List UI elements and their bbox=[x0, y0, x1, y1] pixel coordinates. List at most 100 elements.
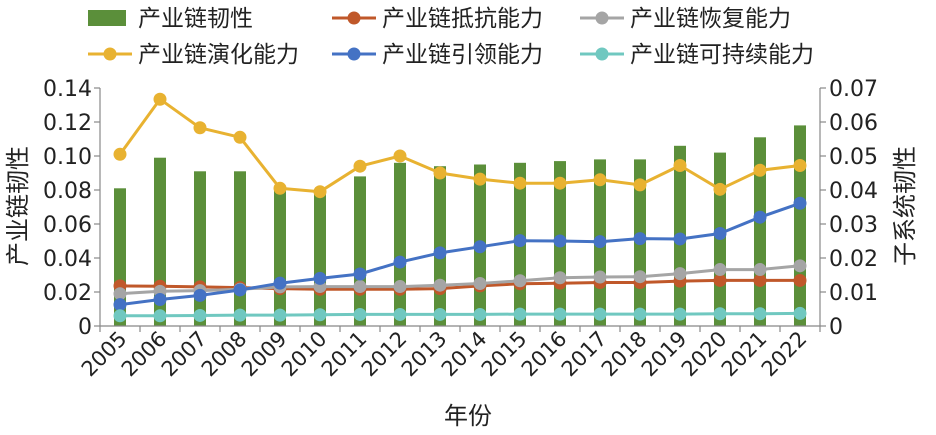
data-point bbox=[793, 159, 807, 173]
y-axis-right-label: 子系统韧性 bbox=[891, 146, 919, 266]
x-tick-label: 2021 bbox=[717, 327, 772, 382]
data-point bbox=[113, 309, 127, 323]
data-point bbox=[433, 307, 447, 321]
legend-swatch-marker bbox=[595, 11, 609, 25]
legend-swatch-marker bbox=[347, 47, 361, 61]
data-point bbox=[313, 185, 327, 199]
legend-label: 产业链可持续能力 bbox=[630, 42, 814, 68]
x-axis-label: 年份 bbox=[444, 402, 492, 430]
y-left-tick-label: 0.14 bbox=[43, 77, 92, 102]
data-point bbox=[473, 277, 487, 290]
line-series bbox=[113, 306, 807, 323]
data-point bbox=[713, 182, 727, 196]
y-right-tick-label: 0.07 bbox=[829, 77, 878, 102]
bar bbox=[234, 171, 246, 326]
y-right-tick-label: 0.02 bbox=[829, 247, 878, 272]
y-right-tick-label: 0 bbox=[829, 315, 843, 340]
legend-item: 产业链恢复能力 bbox=[580, 6, 791, 32]
legend-label: 产业链抵抗能力 bbox=[382, 6, 543, 32]
data-point bbox=[713, 273, 727, 287]
y-left-tick-label: 0.10 bbox=[43, 145, 92, 170]
data-point bbox=[593, 173, 607, 187]
line-series bbox=[113, 92, 807, 199]
x-tick-label: 2016 bbox=[517, 327, 572, 382]
bar bbox=[394, 162, 406, 326]
data-point bbox=[553, 234, 567, 248]
bar bbox=[354, 176, 366, 326]
data-point bbox=[433, 278, 447, 292]
y-right-tick-label: 0.04 bbox=[829, 179, 878, 204]
data-point bbox=[193, 121, 207, 135]
data-point bbox=[433, 246, 447, 260]
bar bbox=[194, 171, 206, 326]
data-point bbox=[113, 287, 127, 301]
x-tick-label: 2011 bbox=[317, 327, 372, 382]
x-tick-label: 2010 bbox=[277, 327, 332, 382]
data-point bbox=[273, 308, 287, 322]
legend-item: 产业链韧性 bbox=[88, 6, 253, 32]
data-point bbox=[553, 271, 567, 285]
data-point bbox=[393, 255, 407, 269]
data-point bbox=[153, 292, 167, 306]
y-left-tick-label: 0 bbox=[78, 315, 92, 340]
data-point bbox=[673, 267, 687, 281]
x-tick-label: 2007 bbox=[157, 327, 212, 382]
axes: 0 0.02 0.04 0.06 0.08 0.10 0.12 0.14 0 0.01 0.02 0.… bbox=[43, 77, 878, 381]
series-line bbox=[119, 278, 800, 291]
bar-series bbox=[114, 125, 806, 327]
bar bbox=[274, 186, 286, 326]
data-point bbox=[513, 307, 527, 321]
data-point bbox=[513, 274, 527, 288]
data-point bbox=[633, 178, 647, 192]
series-line bbox=[118, 97, 801, 194]
legend-swatch-bar bbox=[88, 10, 126, 26]
data-point bbox=[233, 283, 247, 297]
y-axis-left-label: 产业链韧性 bbox=[4, 146, 32, 266]
data-point bbox=[633, 232, 647, 246]
bar bbox=[794, 125, 806, 327]
bar bbox=[314, 190, 326, 326]
data-point bbox=[753, 307, 767, 321]
x-tick-label: 2015 bbox=[477, 327, 532, 382]
data-point bbox=[673, 232, 687, 246]
data-point bbox=[153, 309, 167, 323]
legend-label: 产业链演化能力 bbox=[138, 42, 299, 68]
data-point bbox=[793, 273, 807, 287]
y-right-tick-label: 0.01 bbox=[829, 281, 878, 306]
series-line bbox=[119, 201, 801, 307]
legend-swatch-marker bbox=[347, 11, 361, 25]
legend-item: 产业链演化能力 bbox=[88, 42, 299, 68]
data-point bbox=[353, 267, 367, 281]
data-point bbox=[113, 147, 127, 161]
data-point bbox=[673, 307, 687, 321]
x-tick-label: 2022 bbox=[757, 327, 812, 382]
data-point bbox=[793, 259, 807, 273]
x-tick-label: 2006 bbox=[117, 327, 172, 382]
data-point bbox=[473, 172, 487, 186]
y-right-tick-label: 0.03 bbox=[829, 213, 878, 238]
data-point bbox=[433, 166, 447, 180]
data-point bbox=[593, 307, 607, 321]
legend-swatch-marker bbox=[595, 47, 609, 61]
legend-item: 产业链引领能力 bbox=[332, 42, 543, 68]
data-point bbox=[273, 181, 287, 195]
data-point bbox=[633, 270, 647, 284]
y-left-tick-label: 0.08 bbox=[43, 179, 92, 204]
x-tick-label: 2013 bbox=[397, 327, 452, 382]
data-point bbox=[233, 130, 247, 144]
y-left-tick-label: 0.04 bbox=[43, 247, 92, 272]
data-point bbox=[593, 270, 607, 284]
data-point bbox=[513, 176, 527, 190]
bar bbox=[434, 166, 446, 326]
data-point bbox=[553, 307, 567, 321]
y-right-tick-label: 0.05 bbox=[829, 145, 878, 170]
data-point bbox=[313, 308, 327, 322]
data-point bbox=[233, 308, 247, 322]
x-tick-label: 2014 bbox=[437, 327, 492, 382]
data-point bbox=[713, 307, 727, 321]
y-left-tick-label: 0.06 bbox=[43, 213, 92, 238]
data-point bbox=[113, 298, 127, 312]
data-point bbox=[393, 280, 407, 294]
